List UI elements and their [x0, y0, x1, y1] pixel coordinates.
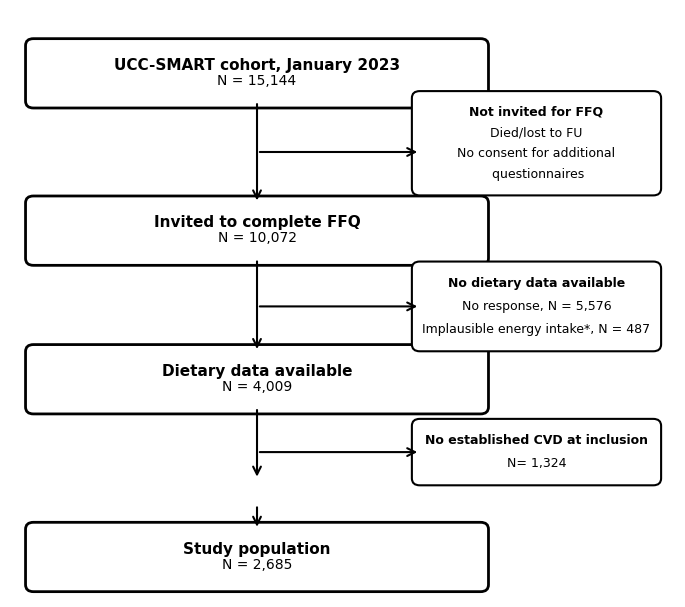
Text: questionnaires: questionnaires: [488, 168, 584, 181]
Text: No consent for additional: No consent for additional: [458, 148, 616, 160]
Text: Not invited for FFQ: Not invited for FFQ: [469, 105, 603, 118]
FancyBboxPatch shape: [412, 91, 661, 195]
Text: N = 2,685: N = 2,685: [222, 558, 292, 572]
Text: No established CVD at inclusion: No established CVD at inclusion: [425, 434, 648, 447]
FancyBboxPatch shape: [25, 39, 488, 108]
Text: Study population: Study population: [184, 541, 331, 557]
Text: Implausible energy intake*, N = 487: Implausible energy intake*, N = 487: [423, 323, 651, 336]
Text: No dietary data available: No dietary data available: [448, 277, 625, 290]
Text: Invited to complete FFQ: Invited to complete FFQ: [153, 215, 360, 231]
FancyBboxPatch shape: [412, 262, 661, 351]
FancyBboxPatch shape: [412, 419, 661, 486]
Text: No response, N = 5,576: No response, N = 5,576: [462, 300, 611, 313]
Text: N = 15,144: N = 15,144: [217, 74, 297, 88]
Text: Dietary data available: Dietary data available: [162, 364, 352, 379]
FancyBboxPatch shape: [25, 345, 488, 414]
Text: N = 10,072: N = 10,072: [218, 231, 297, 245]
Text: UCC-SMART cohort, January 2023: UCC-SMART cohort, January 2023: [114, 58, 400, 73]
Text: N = 4,009: N = 4,009: [222, 380, 292, 394]
FancyBboxPatch shape: [25, 522, 488, 592]
Text: N= 1,324: N= 1,324: [507, 457, 566, 470]
FancyBboxPatch shape: [25, 196, 488, 265]
Text: Died/lost to FU: Died/lost to FU: [490, 126, 583, 139]
